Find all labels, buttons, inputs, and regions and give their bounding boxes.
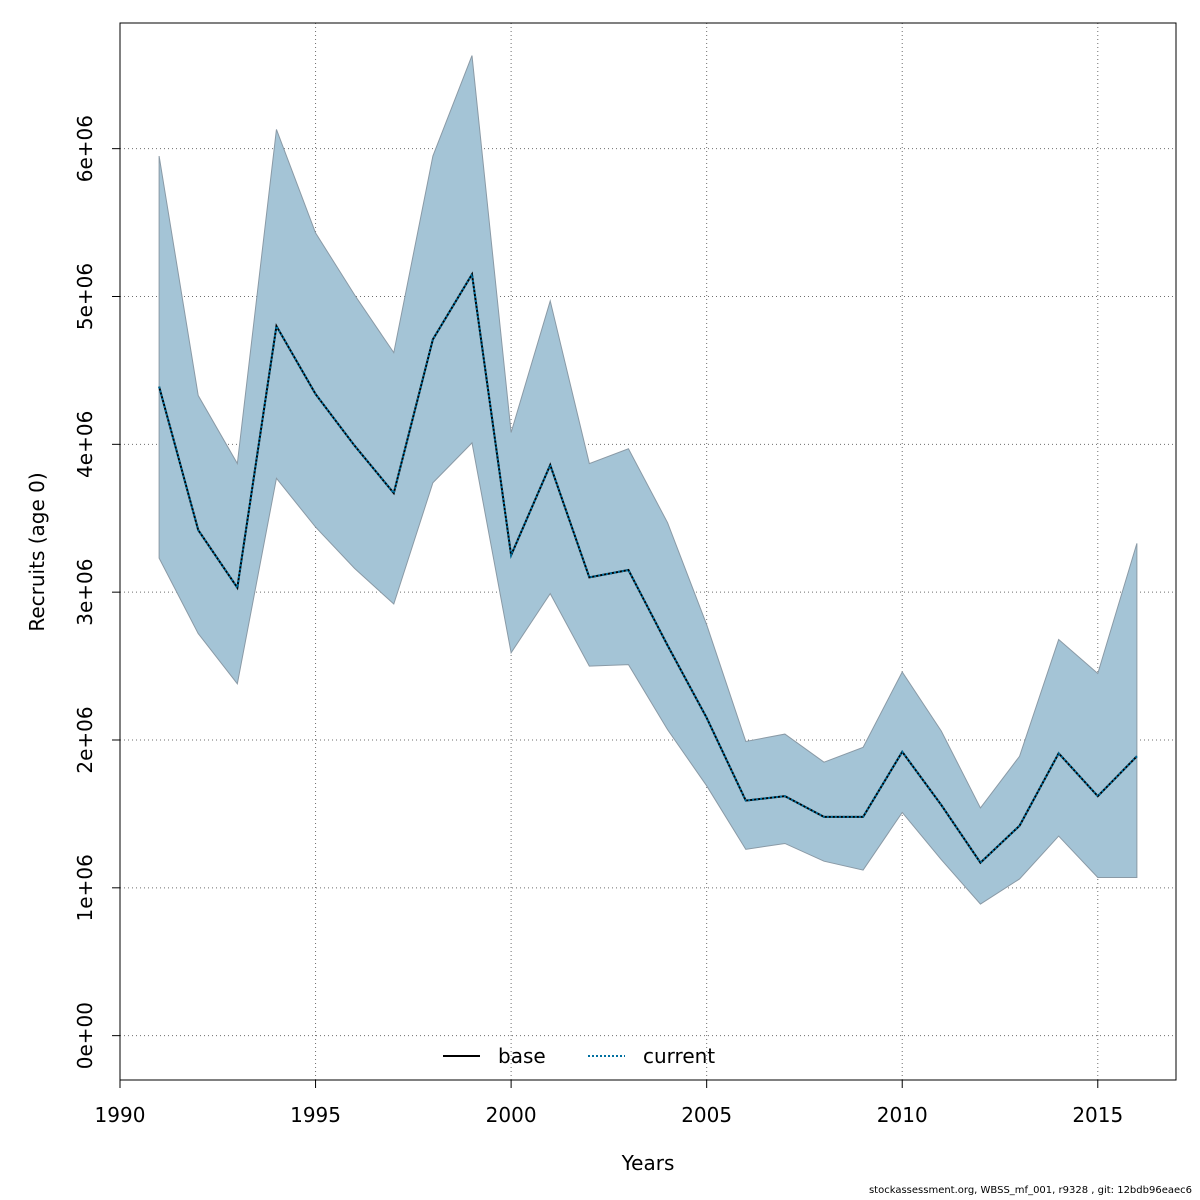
y-tick-label: 2e+06 [73, 706, 97, 773]
x-tick-label: 2000 [486, 1103, 537, 1127]
y-tick-label: 5e+06 [73, 263, 97, 330]
y-axis: 0e+00 1e+06 2e+06 3e+06 4e+06 5e+06 6e+06 [73, 115, 121, 1069]
x-tick-label: 1990 [95, 1103, 146, 1127]
x-tick-label: 1995 [290, 1103, 341, 1127]
confidence-band [158, 55, 1138, 905]
x-tick-label: 2010 [877, 1103, 928, 1127]
legend-label-current: current [643, 1044, 715, 1068]
y-tick-label: 6e+06 [73, 115, 97, 182]
y-tick-label: 3e+06 [73, 559, 97, 626]
y-tick-label: 0e+00 [73, 1002, 97, 1069]
y-tick-label: 1e+06 [73, 854, 97, 921]
series-line-current [158, 271, 1138, 865]
x-tick-label: 2015 [1072, 1103, 1123, 1127]
legend: base current [443, 1044, 715, 1068]
x-axis-title: Years [621, 1151, 675, 1175]
x-tick-label: 2005 [681, 1103, 732, 1127]
x-axis: 1990 1995 2000 2005 2010 2015 [95, 1079, 1123, 1127]
y-tick-label: 4e+06 [73, 411, 97, 478]
series-lines [158, 271, 1138, 865]
y-axis-title: Recruits (age 0) [25, 472, 49, 631]
legend-label-base: base [498, 1044, 546, 1068]
footer-credit: stockassessment.org, WBSS_mf_001, r9328 … [868, 1185, 1192, 1196]
